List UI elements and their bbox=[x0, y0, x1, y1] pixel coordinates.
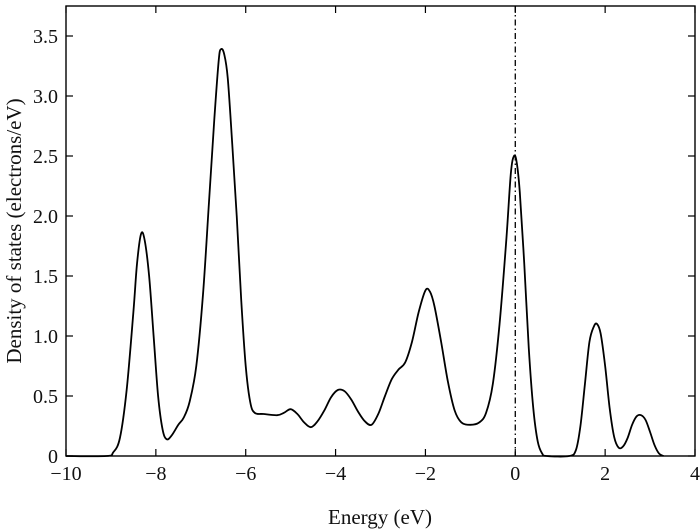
y-tick-label: 1.5 bbox=[33, 266, 58, 288]
x-axis-title: Energy (eV) bbox=[328, 505, 432, 529]
plot-frame bbox=[65, 5, 696, 457]
y-tick-label: 3.0 bbox=[33, 86, 58, 108]
y-tick-label: 2.5 bbox=[33, 146, 58, 168]
y-axis-title: Density of states (electrons/eV) bbox=[2, 98, 26, 363]
x-axis-ticks: −10 −8 −6 −4 −2 0 2 4 bbox=[50, 6, 700, 485]
x-tick-label: 2 bbox=[600, 463, 610, 485]
y-tick-label: 2.0 bbox=[33, 206, 58, 228]
x-tick-label: −4 bbox=[325, 463, 346, 485]
dos-series-line bbox=[65, 47, 664, 458]
x-tick-label: −6 bbox=[235, 463, 256, 485]
x-tick-label: −8 bbox=[145, 463, 166, 485]
x-tick-label: 0 bbox=[510, 463, 520, 485]
y-tick-label: 0 bbox=[48, 446, 58, 468]
y-axis-ticks: 0 0.5 1.0 1.5 2.0 2.5 3.0 3.5 bbox=[33, 26, 695, 468]
series-group bbox=[65, 47, 664, 458]
x-tick-label: −2 bbox=[415, 463, 436, 485]
y-tick-label: 0.5 bbox=[33, 386, 58, 408]
x-tick-label: 4 bbox=[690, 463, 700, 485]
y-tick-label: 1.0 bbox=[33, 326, 58, 348]
x-tick-label: −10 bbox=[50, 463, 81, 485]
y-tick-label: 3.5 bbox=[33, 26, 58, 48]
